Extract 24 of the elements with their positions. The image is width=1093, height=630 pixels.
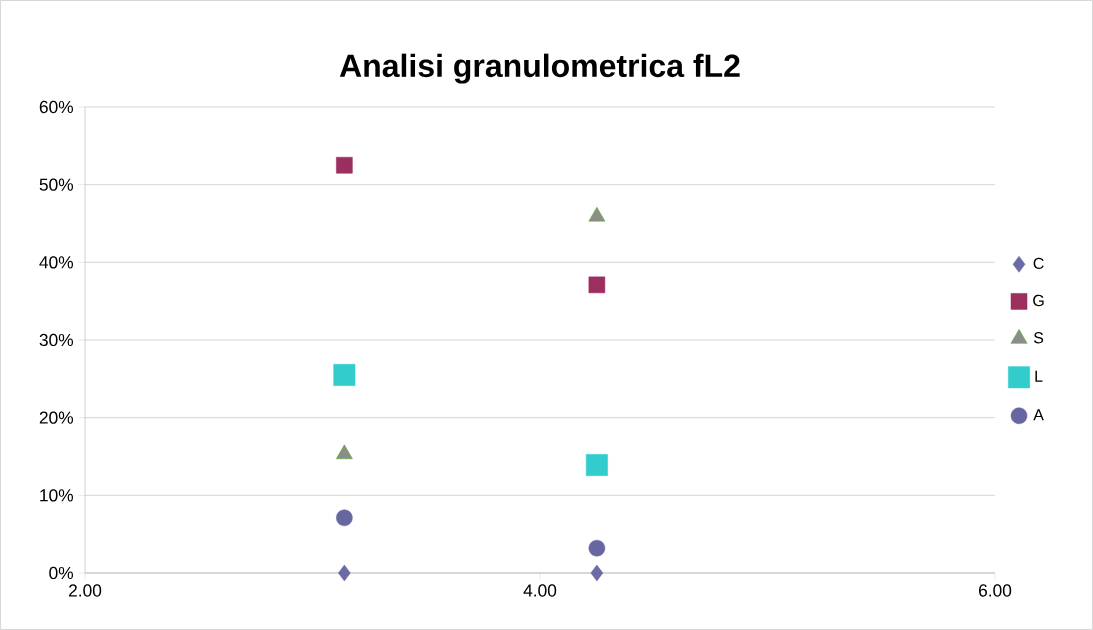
point xyxy=(333,364,356,386)
legend-label: S xyxy=(1033,332,1044,344)
point xyxy=(338,564,351,582)
x-tick-label: 4.00 xyxy=(523,584,557,597)
legend-label: A xyxy=(1033,409,1044,421)
point xyxy=(588,276,606,294)
y-tick-label: 10% xyxy=(40,489,74,502)
point xyxy=(336,509,353,527)
point xyxy=(590,564,604,582)
point xyxy=(585,454,608,476)
x-tick-label: 6.00 xyxy=(979,584,1012,597)
y-tick-label: 30% xyxy=(39,333,74,347)
y-tick-label: 50% xyxy=(39,178,74,191)
x-tick-label: 2.00 xyxy=(69,584,102,597)
chart-title: Analisi granulometrica fL2 xyxy=(339,53,740,84)
y-tick-label: 60% xyxy=(39,100,74,114)
point xyxy=(588,539,606,557)
y-tick-label: 20% xyxy=(39,411,74,424)
legend-label: C xyxy=(1033,257,1044,270)
legend-label: L xyxy=(1035,370,1043,382)
legend-label: G xyxy=(1033,294,1044,307)
point xyxy=(336,156,353,174)
y-tick-label: 0% xyxy=(49,566,74,580)
y-tick-label: 40% xyxy=(39,256,74,269)
